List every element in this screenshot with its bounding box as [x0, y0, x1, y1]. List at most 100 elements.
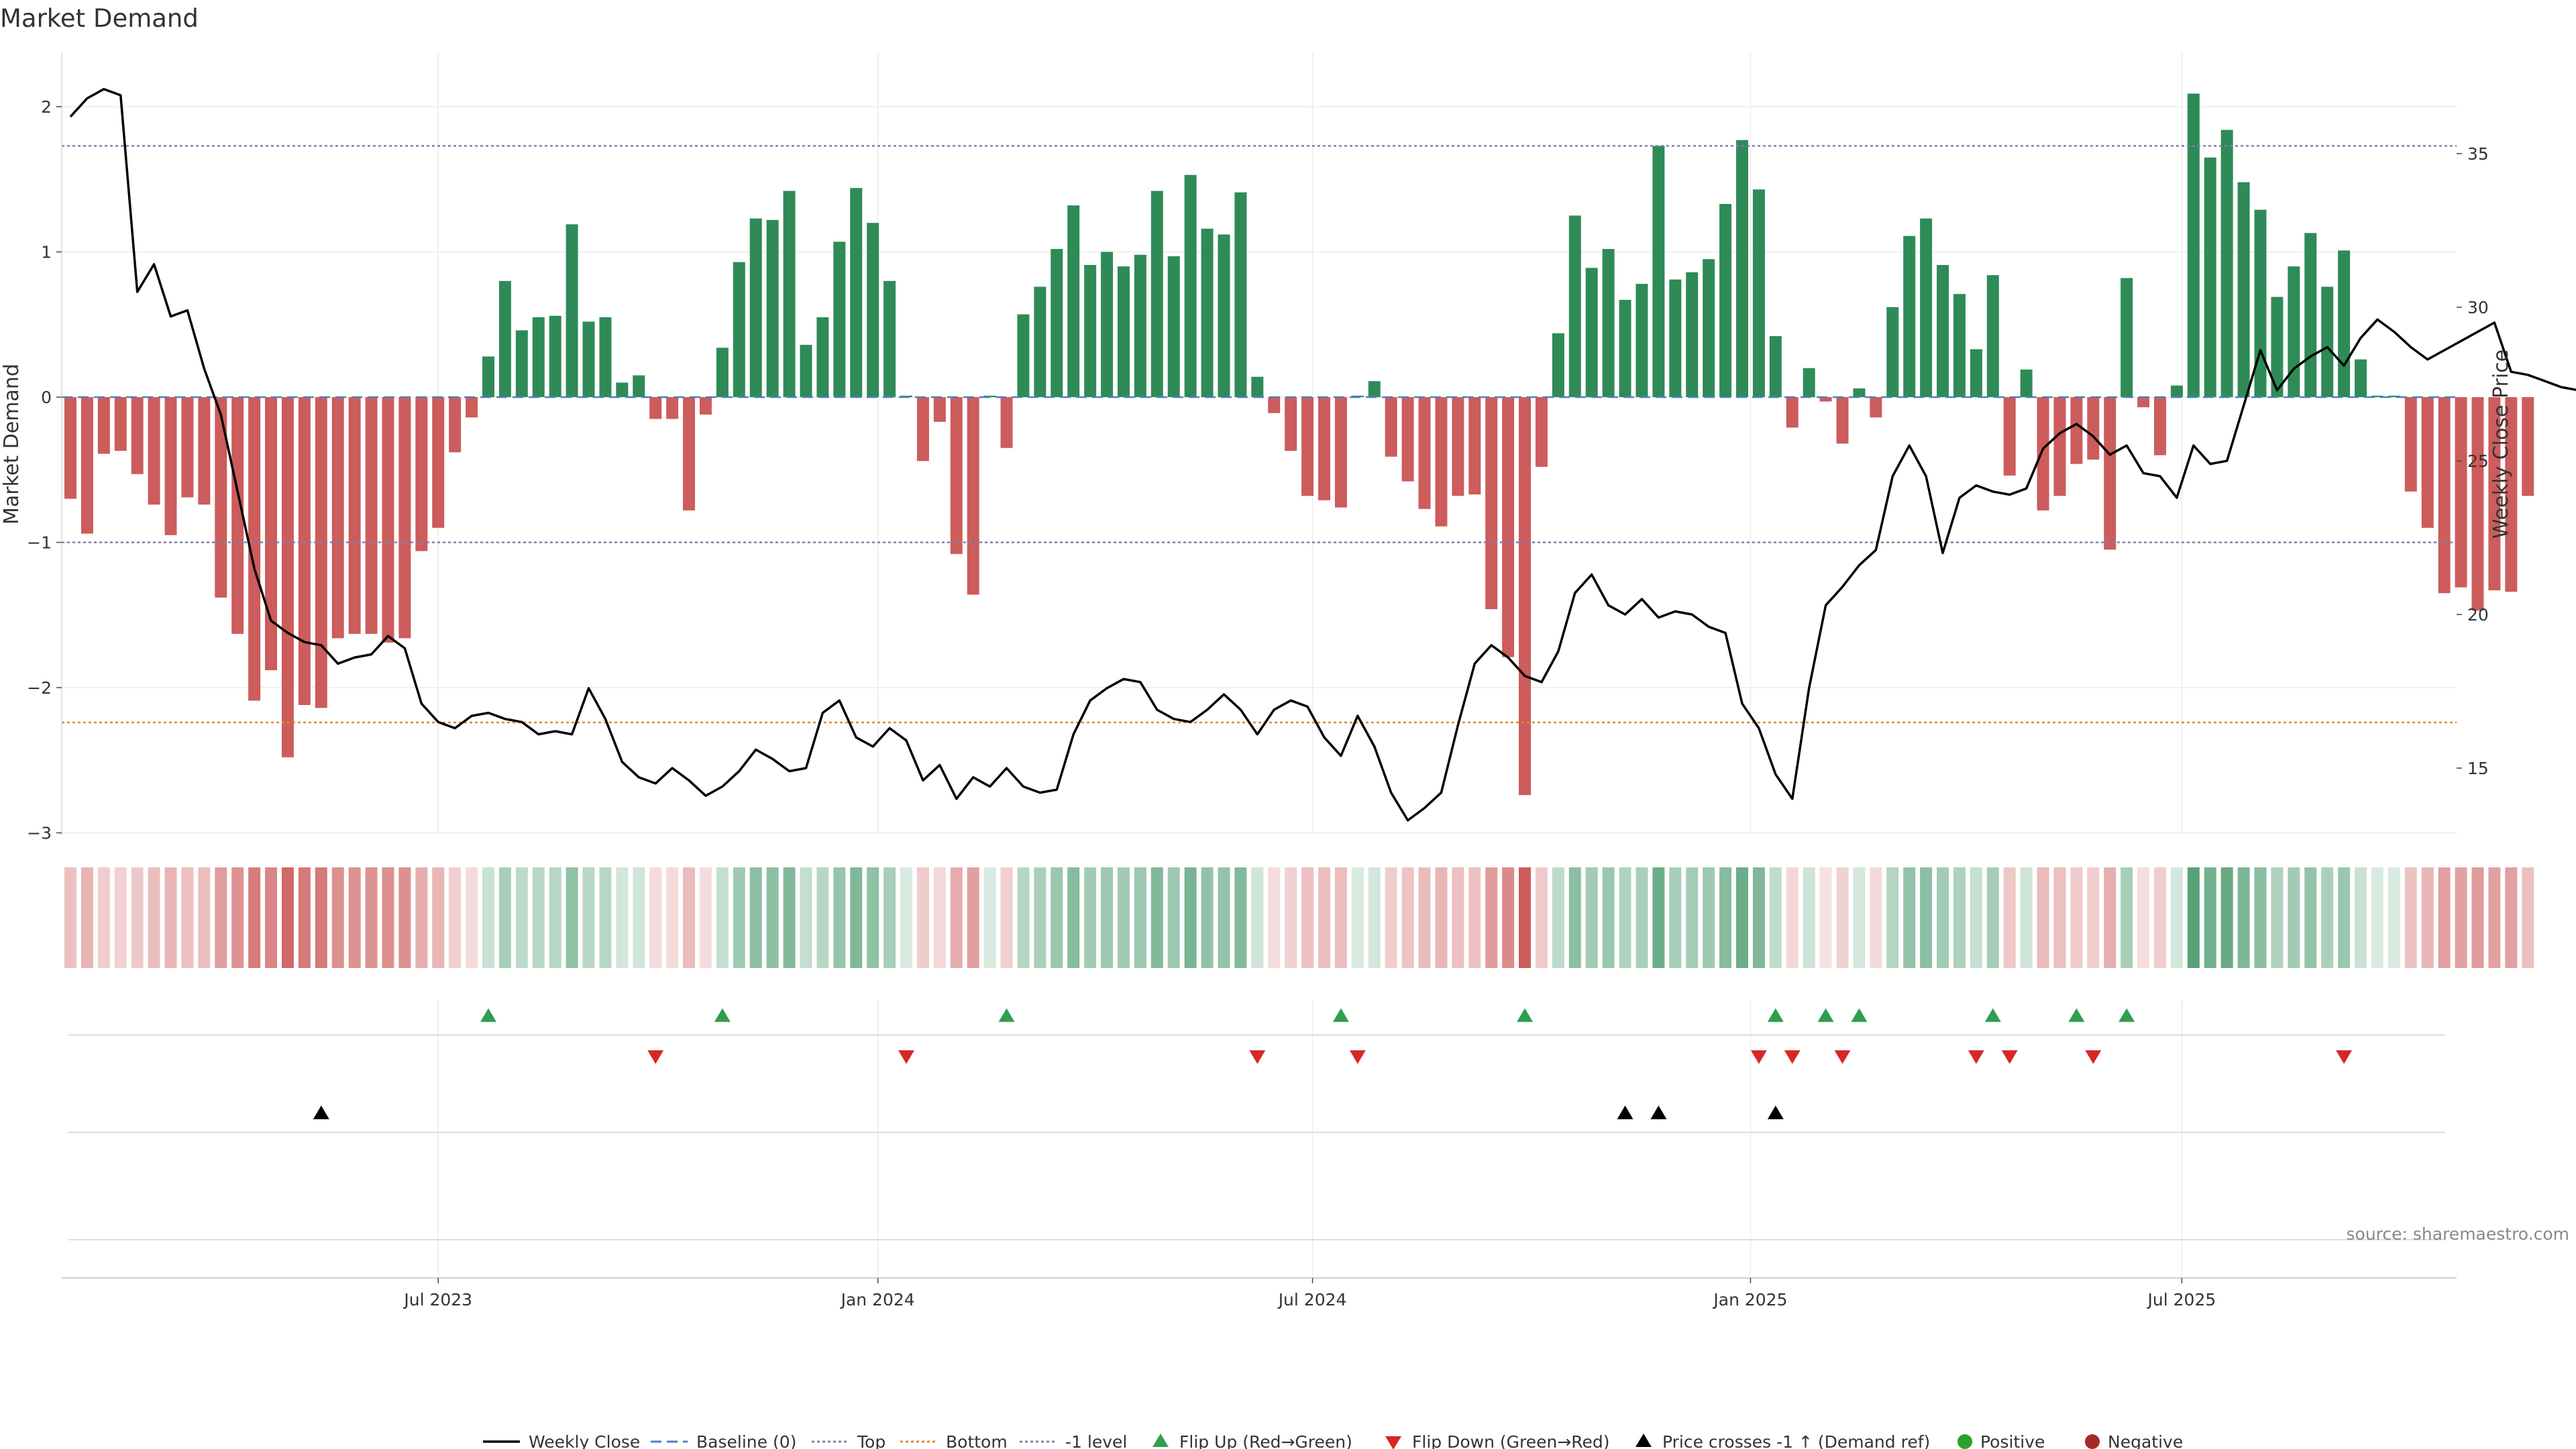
demand-bar	[64, 397, 76, 499]
strip-cell	[1736, 867, 1748, 968]
demand-bar	[532, 317, 545, 397]
legend-swatch-flip-up	[1152, 1434, 1169, 1447]
demand-bar	[2121, 278, 2133, 397]
flip-up-marker	[1517, 1008, 1534, 1022]
demand-bar	[933, 397, 946, 422]
demand-bar	[198, 397, 211, 505]
strip-cell	[1318, 867, 1330, 968]
demand-bar	[2471, 397, 2484, 611]
legend-swatch-positive	[1957, 1434, 1972, 1449]
y-tick-label: 0	[41, 388, 52, 407]
axes: 2 1 0 −1 −2 −3 35 30 25 20 15 Jul 2023 Jan 2024 Jul 2…	[27, 52, 2489, 1309]
y-tick-label: 2	[41, 97, 52, 117]
event-markers	[68, 1008, 2445, 1240]
demand-bar	[1519, 397, 1532, 796]
legend-item: Top	[812, 1432, 885, 1449]
demand-bar	[2321, 286, 2334, 397]
flip-up-marker	[714, 1008, 731, 1022]
strip-cell	[1251, 867, 1264, 968]
demand-bar	[80, 397, 93, 534]
strip-cell	[2237, 867, 2250, 968]
strip-cell	[1485, 867, 1498, 968]
y-tick-label: −3	[27, 824, 52, 843]
demand-bar	[916, 397, 929, 462]
demand-bar	[231, 397, 244, 634]
demand-bar	[1552, 333, 1564, 397]
strip-cell	[699, 867, 712, 968]
legend-swatch-flip-down	[1385, 1436, 1401, 1449]
demand-bar	[298, 397, 311, 705]
demand-bar	[1736, 140, 1748, 398]
demand-bar	[967, 397, 979, 595]
demand-bar	[1000, 397, 1013, 448]
strip-cell	[2037, 867, 2049, 968]
strip-cell	[1652, 867, 1665, 968]
flip-up-marker	[1332, 1008, 1349, 1022]
demand-bar	[1619, 299, 1631, 397]
demand-bar	[1334, 397, 1347, 508]
demand-bar	[2304, 233, 2317, 397]
flip-up-marker	[1767, 1008, 1784, 1022]
demand-bar	[833, 241, 846, 397]
flip-up-marker	[1984, 1008, 2001, 1022]
strip-cell	[515, 867, 528, 968]
strip-cell	[2154, 867, 2166, 968]
strip-cell	[683, 867, 696, 968]
demand-bar	[1385, 397, 1397, 457]
demand-bar	[2070, 397, 2083, 464]
demand-bar	[2204, 157, 2216, 397]
demand-bar	[281, 397, 294, 757]
strip-cell	[1401, 867, 1414, 968]
flip-down-marker	[1249, 1050, 1266, 1064]
weekly-close-line	[69, 88, 2576, 822]
strip-cell	[1351, 867, 1364, 968]
legend-label: Bottom	[946, 1432, 1008, 1449]
demand-bar	[1937, 264, 1949, 397]
legend-item: Flip Up (Red→Green)	[1152, 1432, 1352, 1449]
strip-cell	[1101, 867, 1114, 968]
demand-bar	[1920, 218, 1933, 397]
demand-bar	[2037, 397, 2049, 511]
strip-cell	[633, 867, 645, 968]
strip-cell	[766, 867, 779, 968]
legend-label: Negative	[2108, 1432, 2183, 1449]
x-tick-label: Jul 2024	[1277, 1290, 1347, 1309]
x-tick-label: Jan 2024	[840, 1290, 915, 1309]
strip-cell	[2070, 867, 2083, 968]
demand-bar	[766, 219, 779, 397]
strip-cell	[2053, 867, 2066, 968]
y2-axis-label: Weekly Close Price	[2489, 350, 2513, 539]
demand-bar	[1435, 397, 1448, 527]
demand-bar	[2438, 397, 2451, 594]
strip-cell	[2338, 867, 2351, 968]
demand-bars	[64, 93, 2534, 796]
demand-bar	[498, 280, 511, 397]
legend-item: Baseline (0)	[651, 1432, 796, 1449]
strip-cell	[1568, 867, 1581, 968]
legend-item: Flip Down (Green→Red)	[1385, 1432, 1610, 1449]
demand-bar	[716, 347, 729, 397]
flip-up-marker	[480, 1008, 496, 1022]
demand-bar	[114, 397, 127, 451]
price-cross-marker	[313, 1106, 329, 1120]
demand-bar	[549, 315, 561, 397]
demand-bar	[449, 397, 462, 453]
y-axis-label: Market Demand	[0, 364, 23, 525]
strip-cell	[181, 867, 194, 968]
strip-cell	[1184, 867, 1197, 968]
demand-bar	[181, 397, 194, 498]
legend-label: Flip Down (Green→Red)	[1412, 1432, 1610, 1449]
demand-bar	[1535, 397, 1548, 467]
strip-cell	[749, 867, 762, 968]
demand-bar	[1585, 268, 1598, 397]
strip-cell	[733, 867, 745, 968]
demand-bar	[649, 397, 662, 419]
strip-cell	[1986, 867, 1999, 968]
strip-cell	[1084, 867, 1097, 968]
flip-down-marker	[2001, 1050, 2018, 1064]
strip-cell	[64, 867, 76, 968]
strip-cell	[1903, 867, 1916, 968]
strip-cell	[198, 867, 211, 968]
demand-bar	[1468, 397, 1481, 495]
strip-cell	[1301, 867, 1314, 968]
